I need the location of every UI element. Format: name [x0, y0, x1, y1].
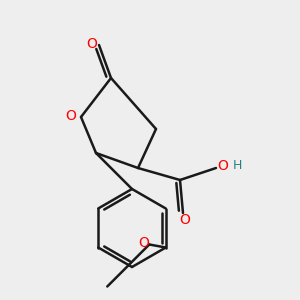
Text: O: O — [65, 109, 76, 122]
Text: O: O — [138, 236, 149, 250]
Text: O: O — [218, 160, 228, 173]
Text: H: H — [232, 159, 242, 172]
Text: O: O — [86, 37, 97, 50]
Text: O: O — [179, 214, 190, 227]
